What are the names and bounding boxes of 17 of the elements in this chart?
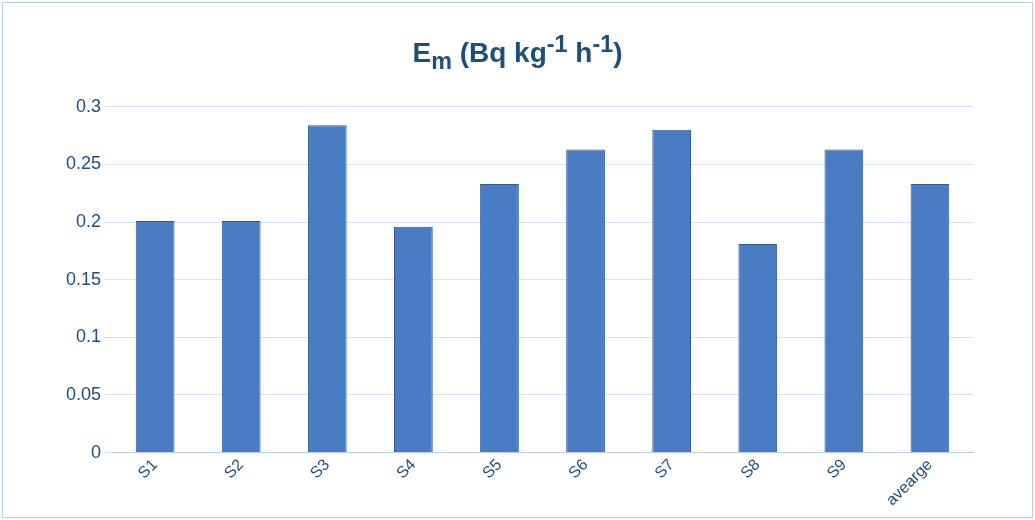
x-tick-label: S7 xyxy=(651,455,677,482)
y-tick-label: 0.05 xyxy=(65,383,102,404)
x-tick-label: S5 xyxy=(478,455,505,482)
y-tick-label: 0.1 xyxy=(76,326,102,347)
y-tick-label: 0.2 xyxy=(76,211,102,232)
y-tick-label: 0.25 xyxy=(65,153,102,174)
y-tick-label: 0.3 xyxy=(76,95,102,116)
y-tick-label: 0.15 xyxy=(65,268,102,289)
x-tick-label: S9 xyxy=(823,455,850,482)
x-tick-label: S4 xyxy=(392,455,419,482)
chart-title: E$_{m}$ (Bq kg$^{-1}$ h$^{-1}$) xyxy=(411,31,624,75)
x-tick-label: S3 xyxy=(306,455,333,482)
x-tick-label: S1 xyxy=(134,455,161,482)
x-tick-label: S8 xyxy=(737,455,764,482)
x-tick-label: S6 xyxy=(564,455,591,482)
y-tick-label: 0 xyxy=(91,441,102,462)
x-tick-label: S2 xyxy=(220,455,247,482)
